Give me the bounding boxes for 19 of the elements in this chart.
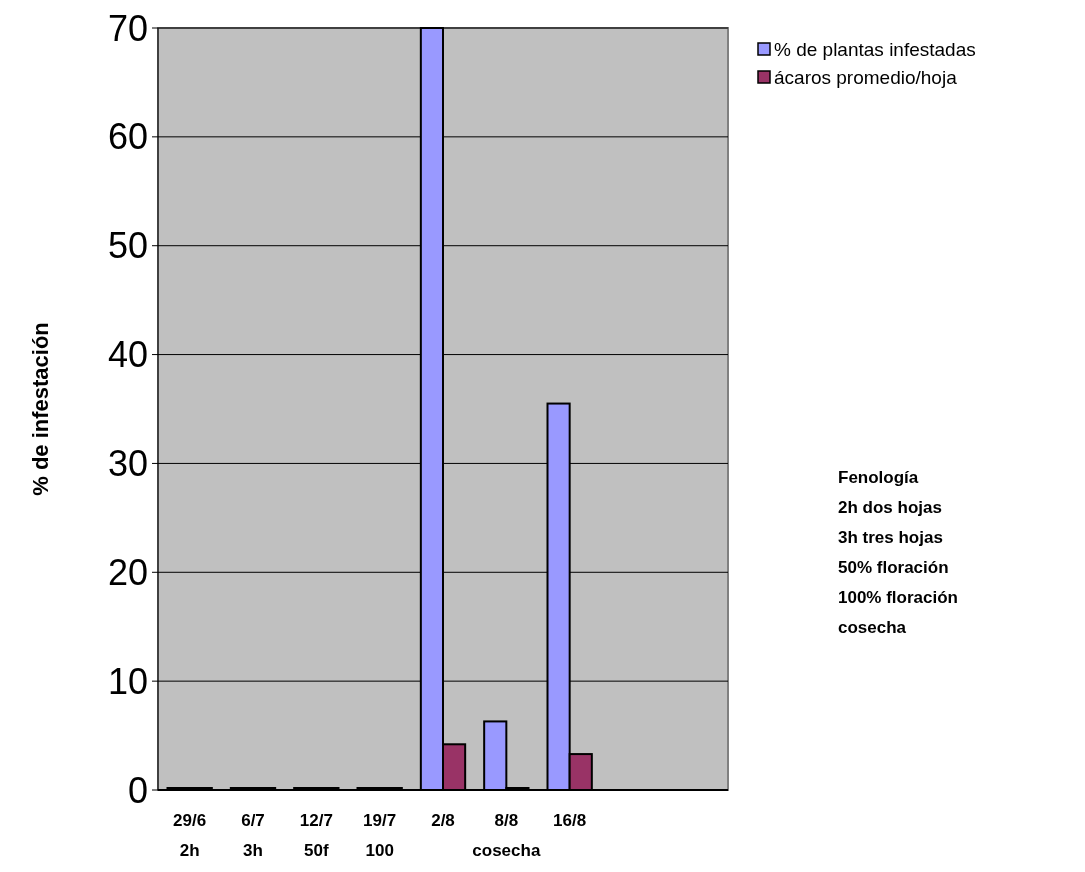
y-tick-label: 10 — [107, 660, 148, 702]
x-tick-label: 12/7 50f — [299, 811, 333, 860]
x-tick-label: 19/7 100 — [363, 811, 397, 860]
y-tick-label: 30 — [107, 443, 148, 485]
y-tick-label: 0 — [127, 769, 148, 811]
y-tick-label: 60 — [107, 116, 148, 158]
legend-label: ácaros promedio/hoja — [774, 66, 958, 88]
y-tick-label: 40 — [107, 334, 148, 376]
y-axis-title: % de infestación — [28, 322, 53, 496]
legend-label: % de plantas infestadas — [774, 38, 976, 60]
y-tick-label: 20 — [107, 551, 148, 593]
x-tick-label: 6/7 3h — [241, 811, 265, 860]
x-tick-label: 16/8 — [553, 811, 587, 830]
x-tick-label: 8/8 cosecha — [472, 811, 541, 860]
x-tick-label: 29/6 2h — [173, 811, 207, 860]
y-tick-label: 70 — [107, 7, 148, 49]
y-tick-label: 50 — [107, 225, 148, 267]
text: Fenología 2h dos hojas 3h tres hojas 50% floración 100% floración cosecha — [838, 468, 958, 637]
x-tick-label: 2/8 — [431, 811, 455, 830]
